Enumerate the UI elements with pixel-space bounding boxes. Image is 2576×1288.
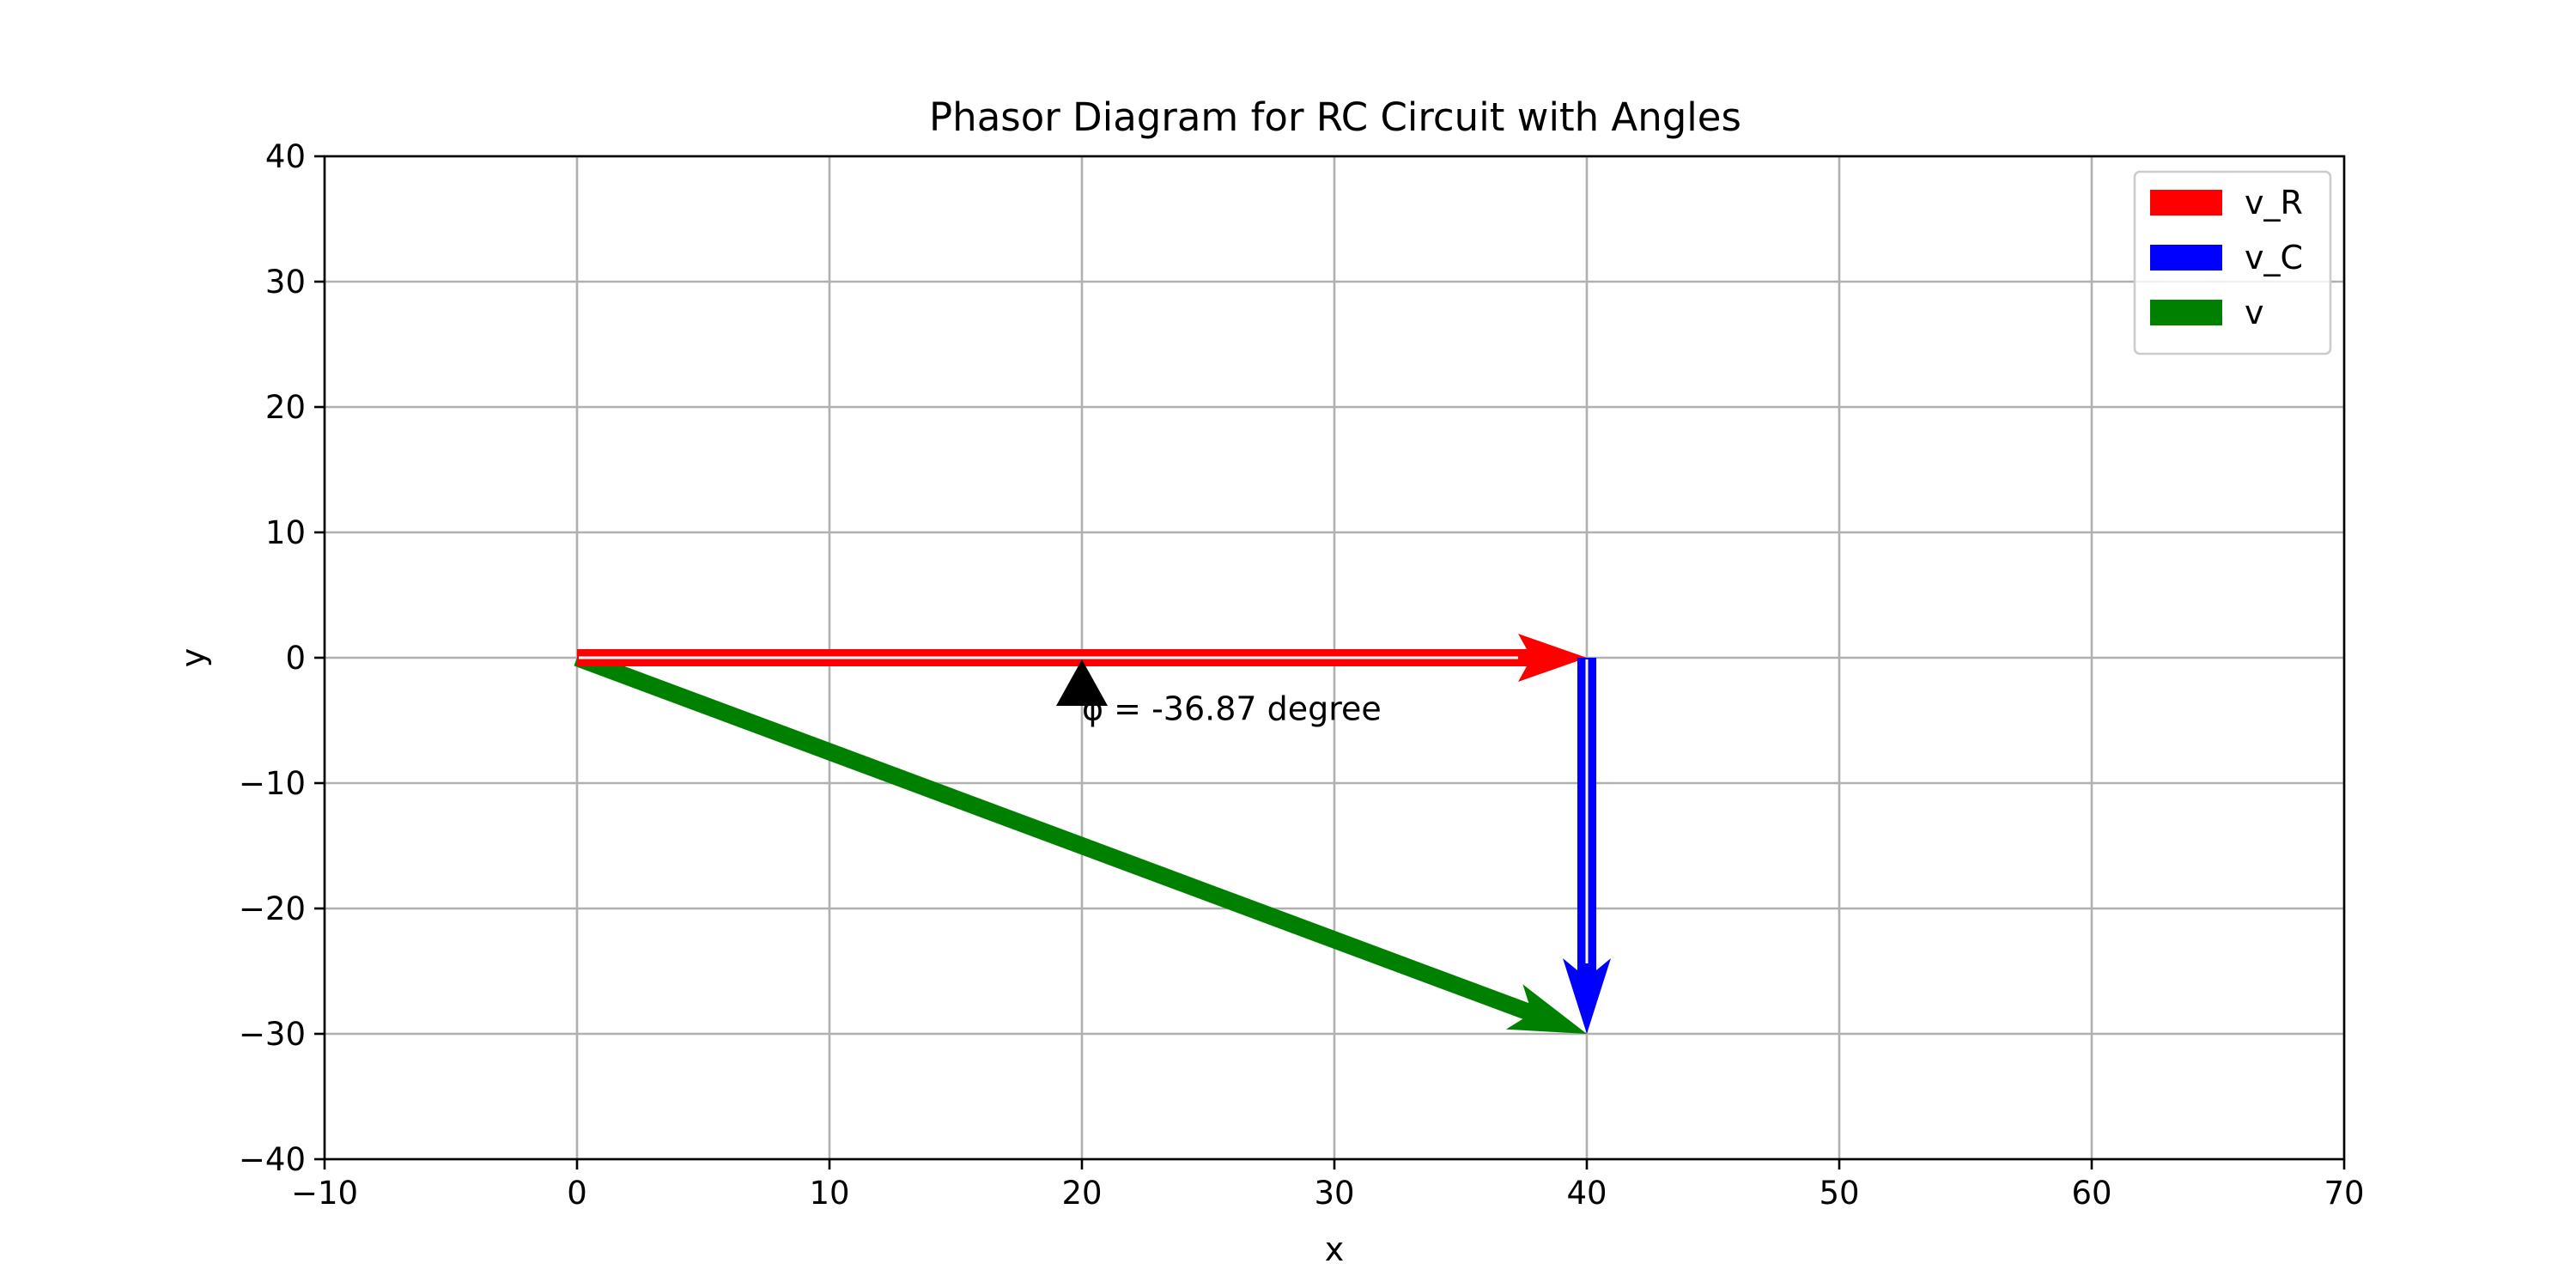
annotation-text: φ = -36.87 degree	[1082, 690, 1382, 727]
y-axis-label: y	[174, 648, 212, 668]
x-axis-ticks: −10 0 10 20 30 40 50 60 70	[291, 1159, 2365, 1212]
x-tick-label: 0	[567, 1175, 587, 1212]
x-axis-label: x	[1325, 1230, 1345, 1268]
y-tick-label: 10	[265, 514, 306, 551]
y-tick-label: 0	[285, 640, 306, 677]
x-tick-label: 50	[1819, 1175, 1859, 1212]
x-tick-label: 10	[809, 1175, 849, 1212]
legend: v_R v_Cv	[2133, 170, 2332, 355]
legend-label: v_C	[2245, 239, 2303, 276]
phasor-vectors	[574, 634, 1611, 1034]
y-tick-label: −10	[239, 765, 306, 802]
legend-swatch	[2150, 190, 2222, 216]
y-tick-label: −20	[239, 890, 306, 927]
annotation-arrow	[1056, 659, 1108, 706]
x-tick-label: 70	[2324, 1175, 2364, 1212]
y-tick-label: 20	[265, 389, 306, 426]
legend-label: v	[2245, 294, 2264, 331]
y-tick-label: 40	[265, 138, 306, 175]
y-tick-label: 30	[265, 264, 306, 301]
x-tick-label: 60	[2071, 1175, 2111, 1212]
x-tick-label: −10	[291, 1175, 358, 1212]
y-tick-label: −40	[239, 1141, 306, 1178]
angle-annotation: φ = -36.87 degree	[1056, 659, 1382, 727]
x-tick-label: 30	[1314, 1175, 1354, 1212]
y-axis-ticks: −40 −30 −20 −10 0 10 20 30 40	[239, 138, 325, 1178]
legend-swatch	[2150, 300, 2222, 325]
legend-swatch	[2150, 245, 2222, 270]
x-tick-label: 40	[1566, 1175, 1607, 1212]
legend-label: v_R	[2245, 184, 2303, 222]
y-tick-label: −30	[239, 1016, 306, 1053]
chart-title: Phasor Diagram for RC Circuit with Angle…	[929, 94, 1741, 140]
vector-v	[574, 649, 1587, 1034]
x-tick-label: 20	[1061, 1175, 1102, 1212]
